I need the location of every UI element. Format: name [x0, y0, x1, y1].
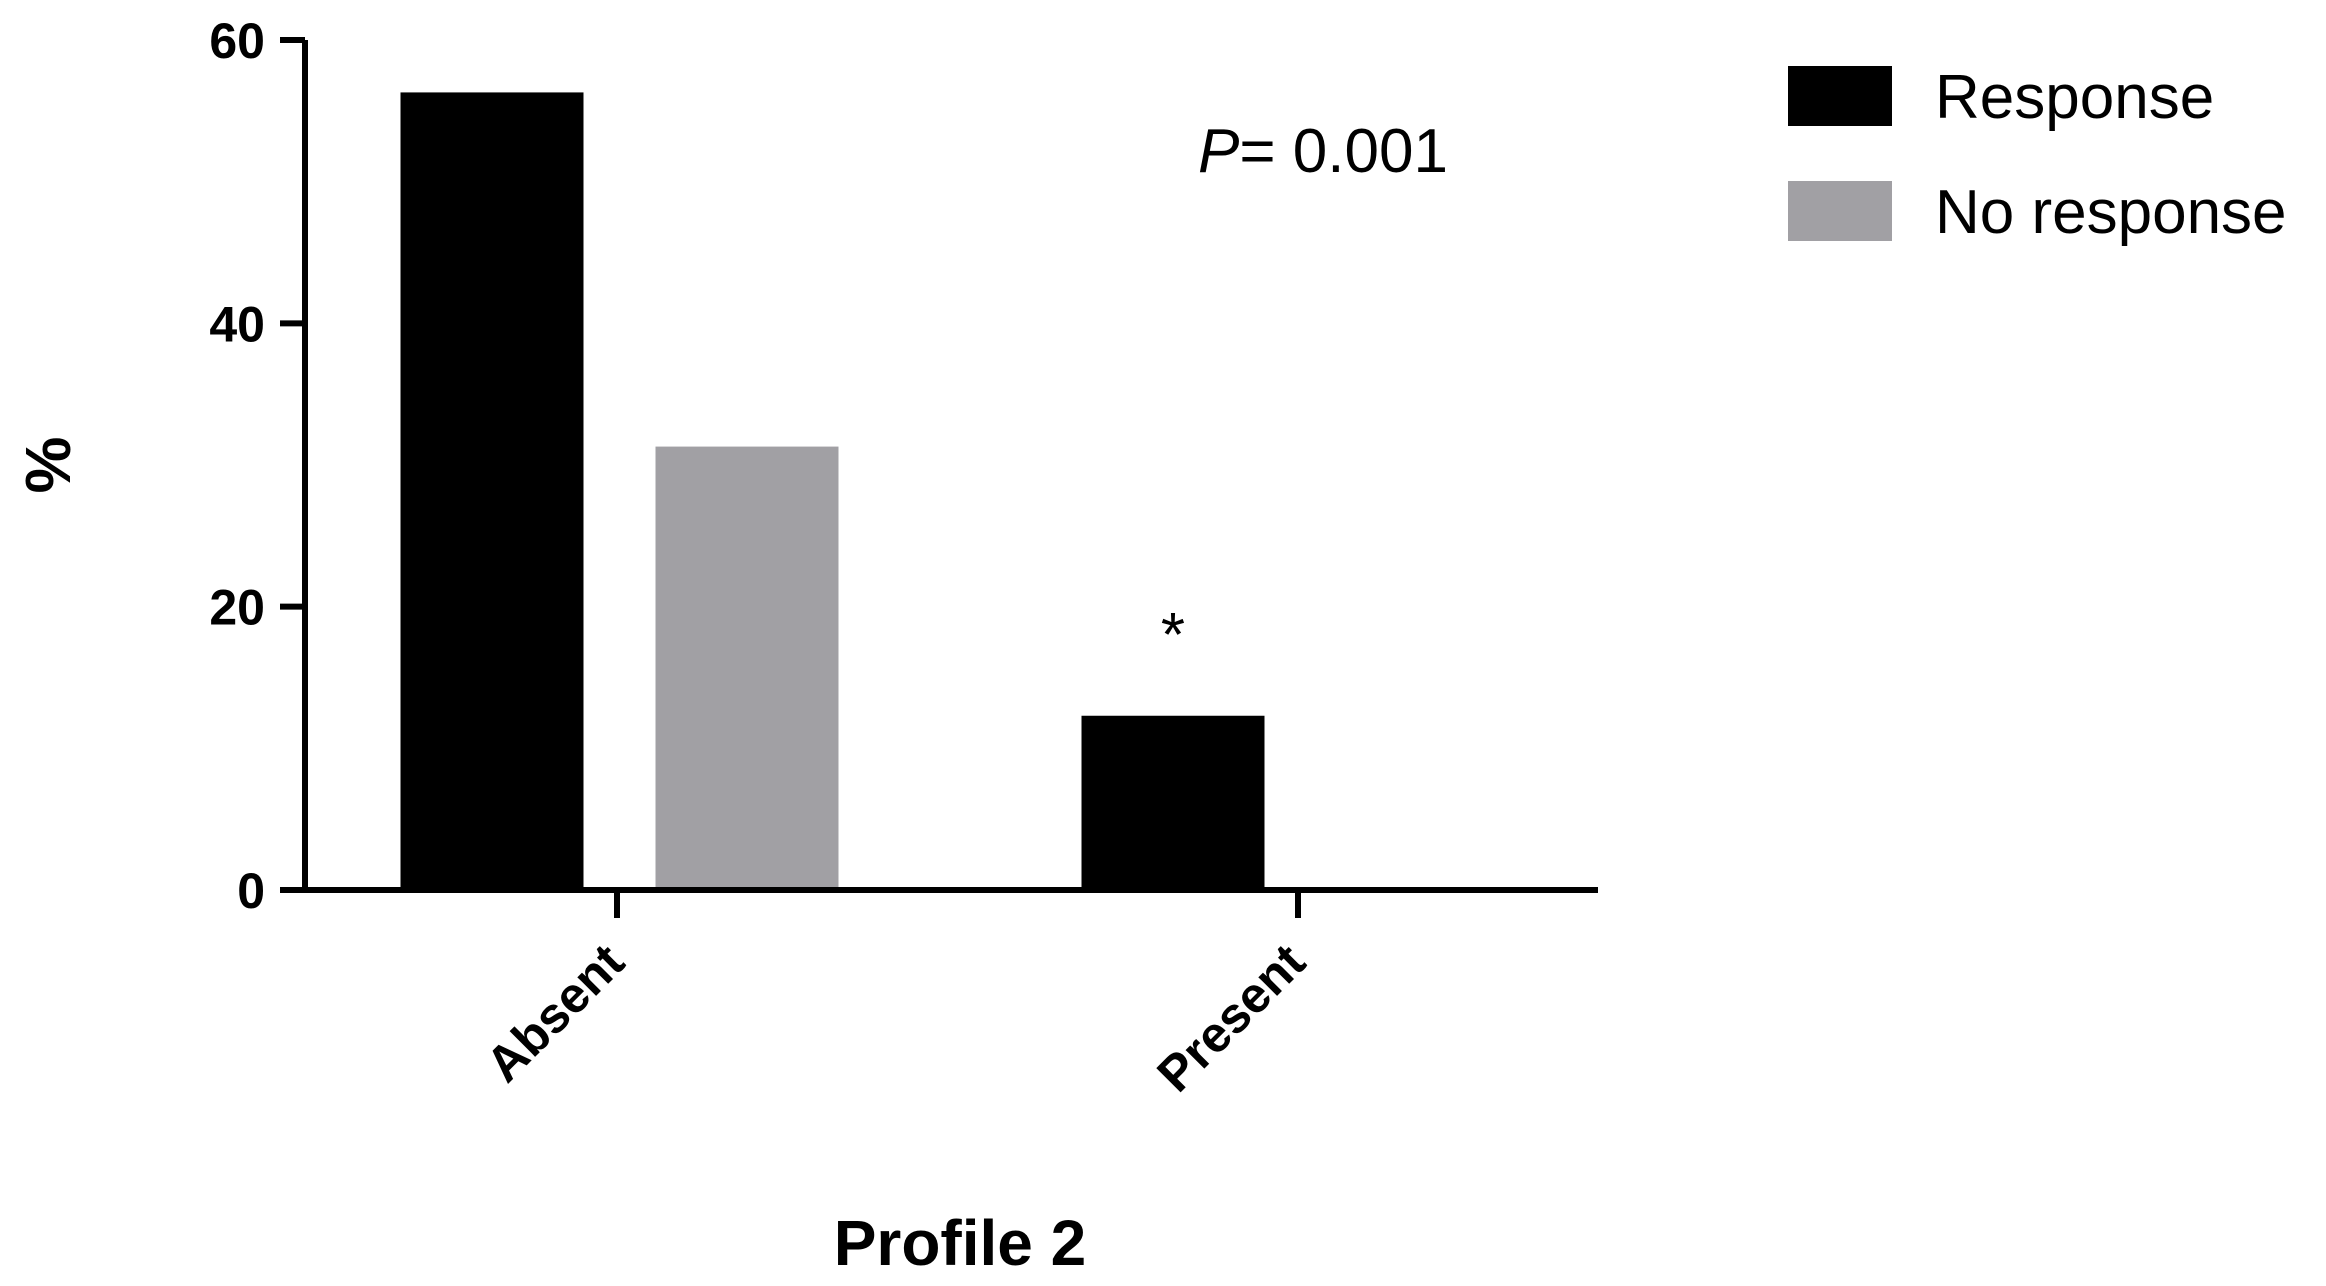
- legend-swatch-response: [1788, 66, 1892, 126]
- y-tick-label: 60: [209, 13, 265, 69]
- legend-swatch-no-response: [1788, 181, 1892, 241]
- p-value-text: = 0.001: [1239, 117, 1448, 186]
- bar-response-absent: [400, 92, 584, 890]
- y-tick-label: 20: [209, 580, 265, 636]
- legend-label-no-response: No response: [1935, 178, 2287, 247]
- legend: Response No response: [1788, 63, 2287, 247]
- significance-marker: *: [1161, 601, 1185, 670]
- bar-no-response-absent: [655, 446, 839, 890]
- p-value-symbol: P: [1198, 117, 1239, 186]
- legend-label-response: Response: [1935, 63, 2214, 132]
- x-tick-label: Absent: [475, 933, 635, 1093]
- bars-group: [400, 92, 1265, 890]
- x-ticks: Absent Present: [475, 890, 1316, 1102]
- y-axis-label: %: [12, 437, 84, 494]
- x-axis-label: Profile 2: [834, 1207, 1087, 1279]
- x-tick-label: Present: [1146, 933, 1316, 1103]
- bar-response-present: [1081, 715, 1265, 890]
- p-value-annotation: P= 0.001: [1198, 117, 1448, 186]
- y-tick-label: 40: [209, 296, 265, 352]
- y-tick-label: 0: [237, 863, 265, 919]
- y-ticks: 0 20 40 60: [209, 13, 305, 919]
